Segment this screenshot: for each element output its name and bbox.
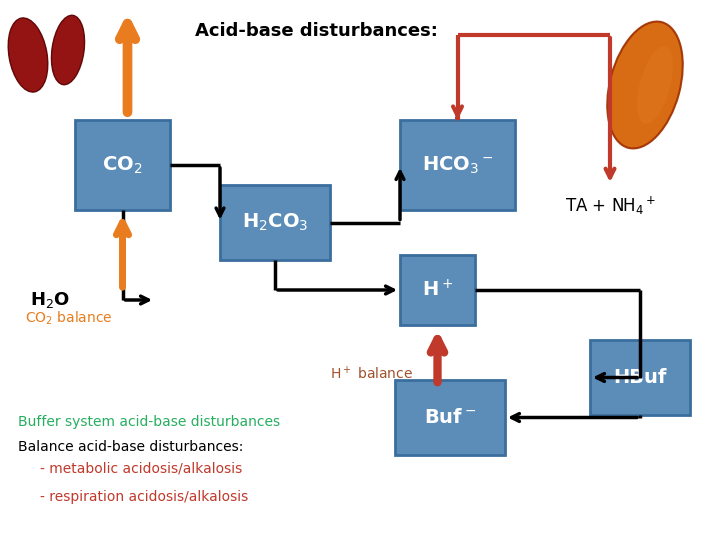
Ellipse shape	[607, 22, 683, 148]
FancyBboxPatch shape	[590, 340, 690, 415]
Text: HCO$_3$$^-$: HCO$_3$$^-$	[422, 154, 493, 176]
Text: - metabolic acidosis/alkalosis: - metabolic acidosis/alkalosis	[40, 462, 242, 476]
Text: TA + NH$_4$$^+$: TA + NH$_4$$^+$	[565, 195, 657, 217]
Text: CO$_2$: CO$_2$	[102, 154, 143, 176]
Text: Acid-base disturbances:: Acid-base disturbances:	[195, 22, 438, 40]
FancyBboxPatch shape	[75, 120, 170, 210]
Text: CO$_2$ balance: CO$_2$ balance	[25, 310, 112, 327]
Text: Buffer system acid-base disturbances: Buffer system acid-base disturbances	[18, 415, 280, 429]
Text: Balance acid-base disturbances:: Balance acid-base disturbances:	[18, 440, 243, 454]
FancyBboxPatch shape	[400, 255, 475, 325]
FancyBboxPatch shape	[400, 120, 515, 210]
FancyBboxPatch shape	[395, 380, 505, 455]
Text: - respiration acidosis/alkalosis: - respiration acidosis/alkalosis	[40, 490, 248, 504]
FancyBboxPatch shape	[220, 185, 330, 260]
Ellipse shape	[637, 46, 672, 124]
Text: H$^+$: H$^+$	[422, 279, 453, 301]
Ellipse shape	[51, 15, 84, 85]
Text: Buf$^-$: Buf$^-$	[424, 408, 476, 427]
Text: HBuf: HBuf	[613, 368, 667, 387]
Text: H$^+$ balance: H$^+$ balance	[330, 365, 413, 382]
Text: H$_2$CO$_3$: H$_2$CO$_3$	[242, 212, 308, 233]
Ellipse shape	[8, 18, 48, 92]
Text: H$_2$O: H$_2$O	[30, 290, 70, 310]
